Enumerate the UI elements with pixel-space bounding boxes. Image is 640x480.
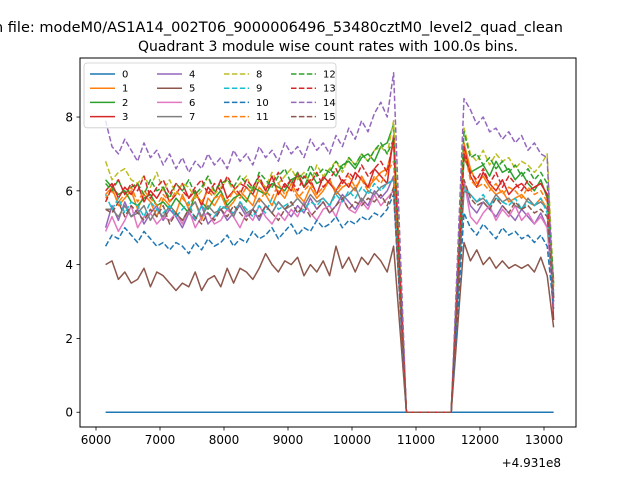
- chart-title: Quadrant 3 module wise count rates with …: [138, 39, 518, 55]
- legend-label-5: 5: [189, 84, 195, 95]
- series-line-12: [105, 131, 555, 413]
- legend-label-13: 13: [323, 84, 336, 95]
- legend-label-8: 8: [256, 70, 262, 81]
- legend-label-2: 2: [122, 98, 128, 109]
- legend-label-7: 7: [189, 112, 195, 123]
- y-tick-label: 6: [65, 184, 73, 198]
- y-tick-label: 2: [65, 332, 73, 346]
- x-tick-label: 7000: [145, 433, 176, 447]
- y-axis-ticks: 0 2 4 6 8: [65, 111, 80, 420]
- x-offset-label: +4.931e8: [502, 456, 561, 470]
- series-line-3: [105, 134, 555, 413]
- axes-frame: [79, 57, 577, 428]
- legend-label-11: 11: [256, 112, 269, 123]
- series-line-5: [105, 241, 555, 413]
- series-line-9: [104, 179, 555, 413]
- legend-label-12: 12: [323, 70, 336, 81]
- x-tick-label: 12000: [461, 433, 499, 447]
- series-line-10: [104, 193, 555, 413]
- plot-area: 6000 7000 8000 9000 10000 11000 12000 13000 0 2 4…: [65, 57, 577, 447]
- y-tick-label: 0: [65, 406, 73, 420]
- legend-label-15: 15: [323, 112, 336, 123]
- legend-label-14: 14: [323, 98, 336, 109]
- x-tick-label: 11000: [397, 433, 435, 447]
- legend-label-0: 0: [122, 70, 128, 81]
- series-line-6: [104, 179, 555, 413]
- x-tick-label: 9000: [273, 433, 304, 447]
- figure-suptitle: n file: modeM0/AS1A14_002T06_9000006496_…: [0, 20, 563, 36]
- x-tick-label: 8000: [209, 433, 240, 447]
- legend-frame: [83, 62, 337, 129]
- x-tick-label: 10000: [333, 433, 371, 447]
- legend-label-1: 1: [122, 84, 128, 95]
- legend-label-10: 10: [256, 98, 269, 109]
- series-line-11: [105, 149, 555, 413]
- series-layer: [104, 72, 555, 413]
- x-tick-label: 13000: [525, 433, 563, 447]
- legend-label-3: 3: [122, 112, 128, 123]
- legend-label-9: 9: [256, 84, 262, 95]
- y-tick-label: 8: [65, 111, 73, 125]
- legend-label-6: 6: [189, 98, 195, 109]
- series-line-15: [105, 179, 555, 413]
- x-axis-ticks: 6000 7000 8000 9000 10000 11000 12000 13000: [81, 427, 563, 447]
- series-line-14: [104, 72, 555, 413]
- series-line-8: [104, 119, 555, 413]
- y-tick-label: 4: [65, 258, 73, 272]
- x-tick-label: 6000: [81, 433, 112, 447]
- legend-label-4: 4: [189, 70, 195, 81]
- series-line-13: [104, 138, 555, 413]
